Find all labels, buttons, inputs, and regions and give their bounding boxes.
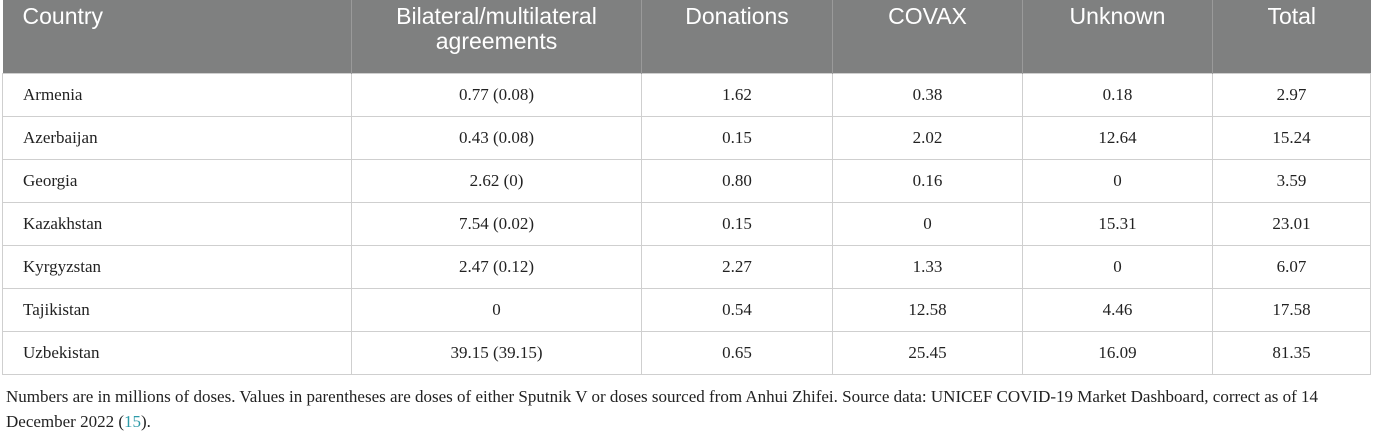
cell-total: 15.24 — [1212, 115, 1371, 160]
cell-donations: 0.15 — [641, 115, 833, 160]
table-footnote: Numbers are in millions of doses. Values… — [6, 384, 1366, 434]
cell-unknown: 0 — [1022, 244, 1213, 289]
column-header-donations: Donations — [641, 0, 833, 73]
cell-unknown: 0 — [1022, 158, 1213, 203]
cell-unknown: 15.31 — [1022, 201, 1213, 246]
cell-unknown: 0.18 — [1022, 72, 1213, 117]
cell-covax: 12.58 — [832, 287, 1023, 332]
column-header-country: Country — [2, 0, 352, 73]
table-row: Tajikistan 0 0.54 12.58 4.46 17.58 — [2, 287, 1371, 332]
cell-total: 2.97 — [1212, 72, 1371, 117]
cell-donations: 0.15 — [641, 201, 833, 246]
cell-unknown: 12.64 — [1022, 115, 1213, 160]
cell-bilateral: 2.62 (0) — [351, 158, 642, 203]
cell-covax: 0.38 — [832, 72, 1023, 117]
cell-covax: 2.02 — [832, 115, 1023, 160]
cell-bilateral: 7.54 (0.02) — [351, 201, 642, 246]
cell-covax: 25.45 — [832, 330, 1023, 375]
cell-unknown: 16.09 — [1022, 330, 1213, 375]
table-row: Uzbekistan 39.15 (39.15) 0.65 25.45 16.0… — [2, 330, 1371, 375]
column-header-covax: COVAX — [832, 0, 1023, 73]
vaccine-doses-table: Country Bilateral/multilateral agreement… — [2, 0, 1371, 375]
footnote-text: Numbers are in millions of doses. Values… — [6, 387, 1319, 431]
cell-country: Kyrgyzstan — [2, 244, 352, 289]
cell-country: Uzbekistan — [2, 330, 352, 375]
cell-bilateral: 0 — [351, 287, 642, 332]
data-table-container: Country Bilateral/multilateral agreement… — [2, 0, 1371, 375]
column-header-total: Total — [1212, 0, 1371, 73]
cell-country: Georgia — [2, 158, 352, 203]
cell-total: 6.07 — [1212, 244, 1371, 289]
table-row: Georgia 2.62 (0) 0.80 0.16 0 3.59 — [2, 158, 1371, 203]
cell-covax: 1.33 — [832, 244, 1023, 289]
cell-bilateral: 0.43 (0.08) — [351, 115, 642, 160]
cell-donations: 2.27 — [641, 244, 833, 289]
cell-unknown: 4.46 — [1022, 287, 1213, 332]
cell-country: Kazakhstan — [2, 201, 352, 246]
cell-bilateral: 0.77 (0.08) — [351, 72, 642, 117]
footnote-tail: ). — [141, 412, 151, 431]
cell-country: Azerbaijan — [2, 115, 352, 160]
table-row: Kazakhstan 7.54 (0.02) 0.15 0 15.31 23.0… — [2, 201, 1371, 246]
cell-donations: 0.54 — [641, 287, 833, 332]
table-row: Azerbaijan 0.43 (0.08) 0.15 2.02 12.64 1… — [2, 115, 1371, 160]
table-row: Kyrgyzstan 2.47 (0.12) 2.27 1.33 0 6.07 — [2, 244, 1371, 289]
table-row: Armenia 0.77 (0.08) 1.62 0.38 0.18 2.97 — [2, 72, 1371, 117]
cell-country: Armenia — [2, 72, 352, 117]
table-header-row: Country Bilateral/multilateral agreement… — [2, 0, 1371, 73]
cell-total: 3.59 — [1212, 158, 1371, 203]
cell-bilateral: 39.15 (39.15) — [351, 330, 642, 375]
column-header-bilateral: Bilateral/multilateral agreements — [351, 0, 642, 73]
column-header-unknown: Unknown — [1022, 0, 1213, 73]
reference-link[interactable]: 15 — [124, 412, 142, 431]
cell-covax: 0 — [832, 201, 1023, 246]
cell-total: 17.58 — [1212, 287, 1371, 332]
cell-total: 23.01 — [1212, 201, 1371, 246]
cell-country: Tajikistan — [2, 287, 352, 332]
cell-covax: 0.16 — [832, 158, 1023, 203]
cell-donations: 0.80 — [641, 158, 833, 203]
cell-donations: 0.65 — [641, 330, 833, 375]
cell-donations: 1.62 — [641, 72, 833, 117]
cell-bilateral: 2.47 (0.12) — [351, 244, 642, 289]
cell-total: 81.35 — [1212, 330, 1371, 375]
